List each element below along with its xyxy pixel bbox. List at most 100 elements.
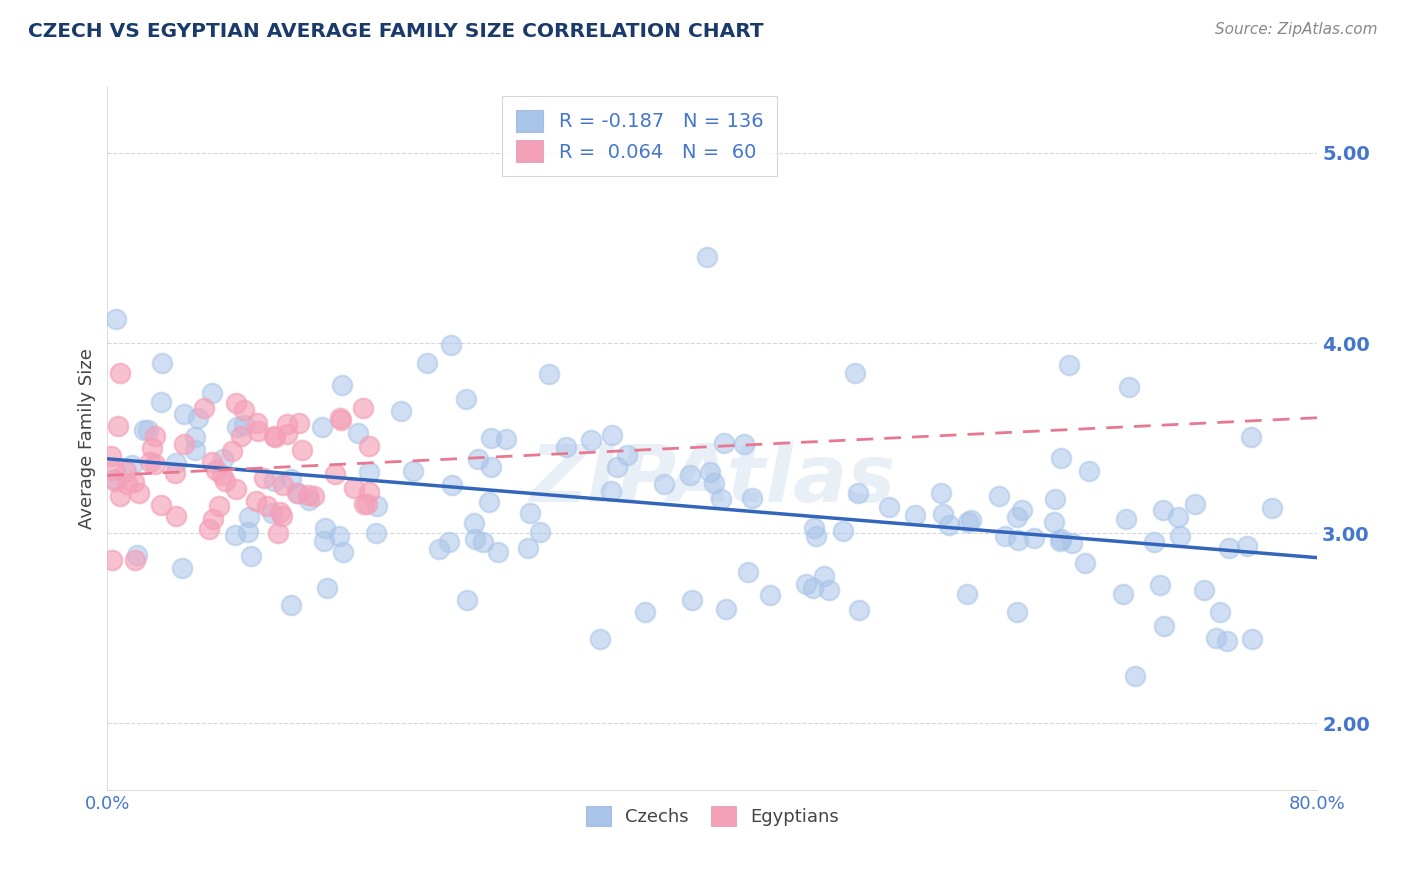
Point (589, 632, 612, 646)
Point (703, 475, 725, 490)
Point (710, 492, 733, 507)
Point (183, 429, 205, 443)
Point (401, 464, 423, 478)
Point (173, 437, 195, 451)
Point (844, 366, 866, 380)
Point (479, 431, 502, 445)
Point (606, 459, 628, 474)
Point (1042, 515, 1064, 529)
Point (247, 424, 270, 438)
Point (328, 529, 350, 543)
Point (581, 433, 603, 447)
Point (713, 436, 735, 450)
Point (285, 486, 308, 500)
Point (271, 478, 294, 492)
Point (134, 423, 156, 437)
Point (291, 442, 314, 457)
Point (356, 497, 378, 511)
Point (1153, 618, 1175, 632)
Point (479, 460, 502, 475)
Point (330, 377, 353, 392)
Point (1005, 510, 1028, 524)
Point (276, 417, 298, 432)
Text: ZIPAtlas: ZIPAtlas (529, 442, 896, 519)
Point (801, 581, 824, 595)
Point (122, 475, 145, 489)
Point (1184, 497, 1206, 511)
Point (463, 516, 485, 530)
Point (366, 526, 388, 541)
Point (104, 312, 127, 326)
Point (233, 418, 256, 433)
Point (221, 444, 243, 458)
Point (246, 416, 269, 430)
Point (1143, 534, 1166, 549)
Point (464, 532, 486, 546)
Point (187, 411, 209, 425)
Point (987, 489, 1010, 503)
Y-axis label: Average Family Size: Average Family Size (79, 348, 96, 529)
Point (634, 605, 657, 619)
Point (165, 508, 187, 523)
Point (616, 448, 638, 462)
Point (311, 420, 333, 434)
Point (198, 522, 221, 536)
Point (994, 529, 1017, 543)
Point (519, 506, 541, 520)
Point (359, 485, 381, 500)
Point (440, 477, 463, 491)
Point (956, 587, 979, 601)
Point (150, 356, 173, 370)
Point (1022, 531, 1045, 545)
Point (1062, 536, 1084, 550)
Point (256, 499, 278, 513)
Point (136, 423, 159, 437)
Point (1115, 512, 1137, 526)
Point (149, 499, 172, 513)
Point (208, 499, 231, 513)
Point (115, 464, 138, 478)
Point (391, 404, 413, 418)
Point (245, 493, 267, 508)
Point (108, 366, 131, 380)
Point (1112, 587, 1135, 601)
Point (1236, 539, 1258, 553)
Point (696, 251, 718, 265)
Point (287, 486, 309, 500)
Point (1240, 430, 1263, 444)
Point (1260, 501, 1282, 516)
Point (813, 569, 835, 583)
Point (1208, 605, 1230, 619)
Point (416, 356, 439, 370)
Point (184, 443, 207, 458)
Text: Source: ZipAtlas.com: Source: ZipAtlas.com (1215, 22, 1378, 37)
Point (165, 456, 187, 470)
Point (343, 481, 366, 495)
Point (1205, 631, 1227, 645)
Point (1216, 634, 1239, 648)
Point (495, 432, 517, 446)
Point (264, 430, 287, 444)
Point (654, 477, 676, 491)
Point (1011, 503, 1033, 517)
Point (288, 416, 311, 430)
Point (267, 526, 290, 541)
Point (456, 592, 478, 607)
Point (554, 440, 576, 454)
Point (846, 486, 869, 500)
Point (172, 561, 194, 575)
Point (1049, 533, 1071, 547)
Point (931, 508, 953, 522)
Point (1192, 582, 1215, 597)
Point (737, 565, 759, 579)
Point (201, 455, 224, 469)
Point (1049, 533, 1071, 548)
Point (124, 553, 146, 567)
Point (329, 413, 352, 427)
Point (794, 576, 817, 591)
Point (128, 486, 150, 500)
Point (1125, 669, 1147, 683)
Point (1078, 464, 1101, 478)
Point (238, 525, 260, 540)
Point (957, 516, 980, 530)
